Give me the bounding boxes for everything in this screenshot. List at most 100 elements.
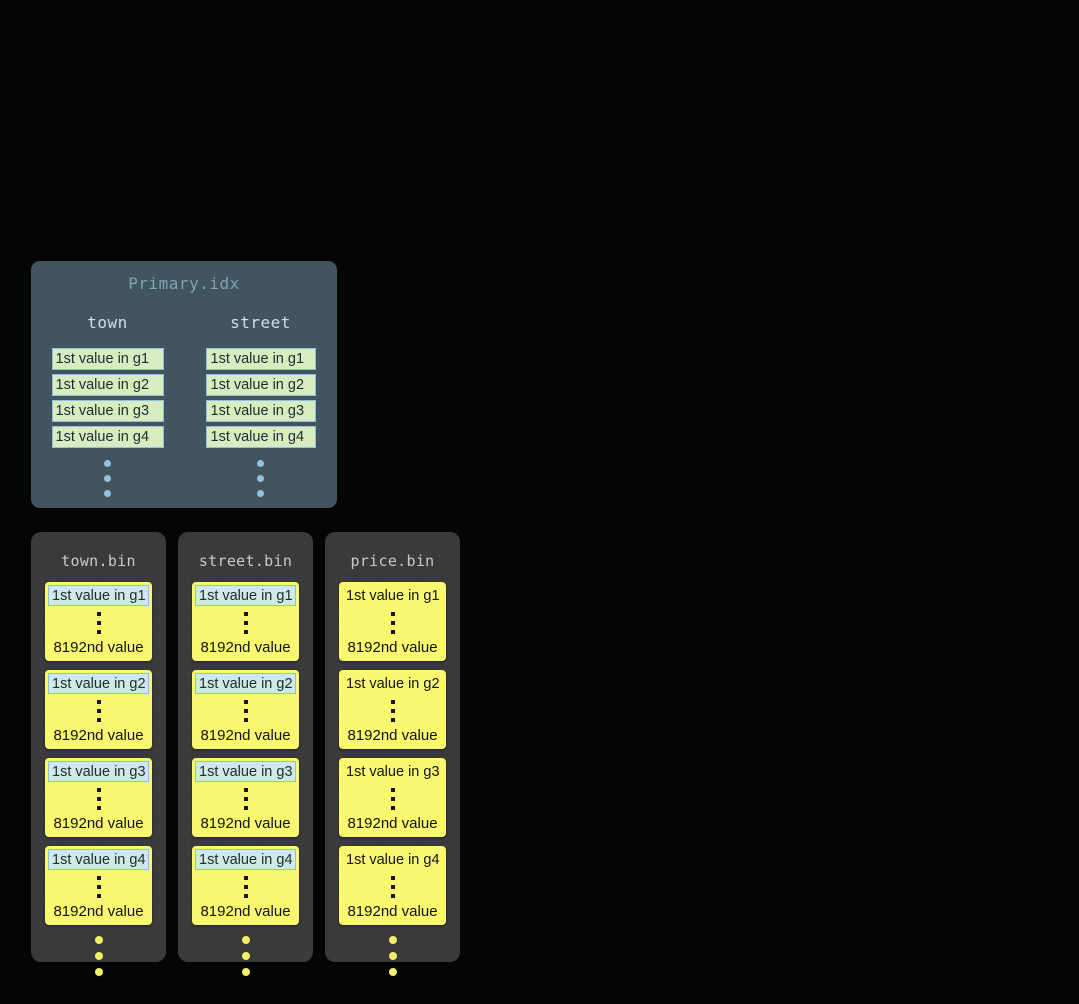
primary-index-title: Primary.idx (128, 274, 240, 293)
bin-title-town: town.bin (61, 552, 136, 570)
granule-last-value: 8192nd value (347, 639, 438, 656)
dot-icon (243, 621, 248, 625)
granule-block-town-g3: 1st value in g3 8192nd value (45, 758, 152, 837)
bin-groups-street: 1st value in g1 8192nd value 1st value i… (178, 582, 313, 976)
dot-icon (243, 885, 248, 889)
vertical-ellipsis-icon (195, 612, 296, 634)
granule-last-value: 8192nd value (347, 903, 438, 920)
index-column-town: town 1st value in g1 1st value in g2 1st… (38, 313, 178, 497)
dot-icon (390, 788, 395, 792)
index-mark-street-g4: 1st value in g4 (205, 426, 316, 448)
granule-first-value: 1st value in g4 (195, 849, 296, 870)
dot-icon (257, 490, 264, 497)
vertical-ellipsis-icon (48, 612, 149, 634)
dot-icon (257, 460, 264, 467)
vertical-ellipsis-icon (342, 788, 443, 810)
dot-icon (390, 709, 395, 713)
granule-block-town-g4: 1st value in g4 8192nd value (45, 846, 152, 925)
vertical-ellipsis-icon-street-bin (241, 936, 250, 976)
dot-icon (390, 885, 395, 889)
vertical-ellipsis-icon (342, 876, 443, 898)
dot-icon (96, 788, 101, 792)
granule-last-value: 8192nd value (200, 815, 291, 832)
dot-icon (94, 936, 103, 944)
granule-first-value: 1st value in g2 (195, 673, 296, 694)
granule-block-town-g1: 1st value in g1 8192nd value (45, 582, 152, 661)
dot-icon (96, 700, 101, 704)
dot-icon (104, 475, 111, 482)
dot-icon (96, 894, 101, 898)
dot-icon (243, 718, 248, 722)
dot-icon (390, 876, 395, 880)
vertical-ellipsis-icon-town-bin (94, 936, 103, 976)
granule-last-value: 8192nd value (53, 903, 144, 920)
dot-icon (243, 876, 248, 880)
dot-icon (243, 612, 248, 616)
dot-icon (96, 885, 101, 889)
index-mark-town-g4: 1st value in g4 (51, 426, 164, 448)
granule-first-value: 1st value in g4 (346, 852, 440, 868)
granule-first-value: 1st value in g3 (346, 764, 440, 780)
granule-last-value: 8192nd value (200, 639, 291, 656)
granule-block-street-g2: 1st value in g2 8192nd value (192, 670, 299, 749)
bin-groups-price: 1st value in g1 8192nd value 1st value i… (325, 582, 460, 976)
granule-block-price-g3: 1st value in g3 8192nd value (339, 758, 446, 837)
granule-block-price-g1: 1st value in g1 8192nd value (339, 582, 446, 661)
granule-block-street-g1: 1st value in g1 8192nd value (192, 582, 299, 661)
dot-icon (390, 630, 395, 634)
index-column-street: street 1st value in g1 1st value in g2 1… (191, 313, 331, 497)
dot-icon (243, 788, 248, 792)
bin-title-street: street.bin (198, 552, 293, 570)
dot-icon (390, 797, 395, 801)
dot-icon (241, 968, 250, 976)
dot-icon (243, 806, 248, 810)
granule-first-value: 1st value in g3 (195, 761, 296, 782)
granule-first-value: 1st value in g4 (48, 849, 149, 870)
bin-panel-town: town.bin 1st value in g1 8192nd value 1s… (31, 532, 166, 976)
index-mark-street-g1: 1st value in g1 (205, 348, 316, 370)
column-bin-panels: town.bin 1st value in g1 8192nd value 1s… (31, 532, 460, 976)
dot-icon (243, 709, 248, 713)
dot-icon (96, 718, 101, 722)
index-mark-town-g1: 1st value in g1 (51, 348, 164, 370)
granule-last-value: 8192nd value (347, 727, 438, 744)
granule-last-value: 8192nd value (200, 727, 291, 744)
granule-first-value: 1st value in g2 (48, 673, 149, 694)
bin-title-price: price.bin (350, 552, 435, 570)
dot-icon (241, 936, 250, 944)
dot-icon (257, 475, 264, 482)
dot-icon (96, 630, 101, 634)
dot-icon (104, 460, 111, 467)
index-mark-street-g3: 1st value in g3 (205, 400, 316, 422)
vertical-ellipsis-icon (195, 876, 296, 898)
vertical-ellipsis-icon (195, 700, 296, 722)
index-column-header-town: town (87, 313, 128, 332)
vertical-ellipsis-icon (48, 876, 149, 898)
dot-icon (94, 952, 103, 960)
primary-index-columns: town 1st value in g1 1st value in g2 1st… (31, 313, 337, 497)
granule-block-price-g4: 1st value in g4 8192nd value (339, 846, 446, 925)
vertical-ellipsis-icon (48, 788, 149, 810)
dot-icon (243, 700, 248, 704)
granule-block-price-g2: 1st value in g2 8192nd value (339, 670, 446, 749)
dot-icon (390, 894, 395, 898)
index-column-header-street: street (230, 313, 291, 332)
dot-icon (388, 952, 397, 960)
granule-block-town-g2: 1st value in g2 8192nd value (45, 670, 152, 749)
dot-icon (96, 709, 101, 713)
primary-index-panel: Primary.idx town 1st value in g1 1st val… (31, 261, 337, 508)
granule-first-value: 1st value in g3 (48, 761, 149, 782)
granule-first-value: 1st value in g1 (48, 585, 149, 606)
vertical-ellipsis-icon-street (257, 460, 264, 497)
dot-icon (104, 490, 111, 497)
granule-first-value: 1st value in g1 (195, 585, 296, 606)
granule-last-value: 8192nd value (53, 727, 144, 744)
vertical-ellipsis-icon (342, 700, 443, 722)
vertical-ellipsis-icon (48, 700, 149, 722)
dot-icon (243, 630, 248, 634)
granule-last-value: 8192nd value (53, 639, 144, 656)
dot-icon (390, 806, 395, 810)
bin-groups-town: 1st value in g1 8192nd value 1st value i… (31, 582, 166, 976)
dot-icon (390, 612, 395, 616)
granule-last-value: 8192nd value (200, 903, 291, 920)
